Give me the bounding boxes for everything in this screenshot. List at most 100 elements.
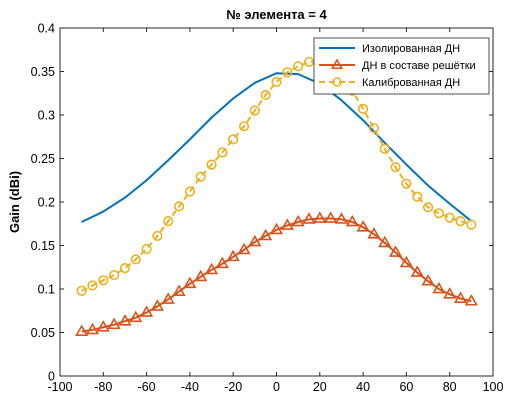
data-point bbox=[226, 249, 240, 262]
data-point bbox=[173, 201, 185, 212]
data-point bbox=[291, 214, 305, 227]
data-point bbox=[260, 89, 271, 101]
data-point bbox=[217, 147, 228, 158]
x-tick-label: 0 bbox=[273, 380, 280, 394]
series-line bbox=[81, 60, 472, 292]
legend-label: Калиброванная ДН bbox=[362, 77, 460, 89]
data-point bbox=[334, 212, 349, 224]
data-point bbox=[269, 222, 284, 235]
data-point bbox=[455, 216, 466, 227]
data-point bbox=[302, 212, 316, 224]
data-point bbox=[422, 202, 434, 213]
y-tick-label: 0.35 bbox=[31, 65, 55, 79]
data-point bbox=[388, 245, 403, 257]
data-point bbox=[282, 67, 293, 78]
data-point bbox=[358, 103, 369, 115]
legend-item: ДН в составе решётки bbox=[319, 58, 476, 72]
data-point bbox=[453, 291, 468, 303]
x-tick-label: 20 bbox=[313, 380, 327, 394]
data-point bbox=[378, 235, 392, 248]
data-point bbox=[139, 305, 154, 317]
data-point bbox=[444, 212, 455, 223]
data-point bbox=[367, 227, 381, 239]
data-point bbox=[172, 284, 186, 296]
legend-marker bbox=[332, 77, 342, 87]
x-tick-label: -20 bbox=[224, 380, 242, 394]
x-tick-label: 80 bbox=[443, 380, 457, 394]
legend-label: ДН в составе решётки bbox=[362, 60, 476, 72]
data-point bbox=[464, 294, 478, 306]
y-tick-label: 0 bbox=[48, 370, 55, 384]
data-point bbox=[206, 159, 217, 170]
data-point bbox=[163, 216, 174, 227]
axis-layer: -100 -80 -60 -40 -20 0 20 40 60 80 100 0 0.05 0.1 0.15… bbox=[31, 22, 504, 395]
x-tick-label: 100 bbox=[483, 380, 504, 394]
series-2 bbox=[75, 211, 478, 337]
data-point bbox=[248, 234, 262, 247]
data-point bbox=[87, 280, 98, 291]
data-point bbox=[399, 255, 414, 268]
data-point bbox=[75, 324, 89, 337]
data-point bbox=[119, 263, 131, 274]
data-point bbox=[183, 276, 197, 289]
x-tick-label: -80 bbox=[94, 380, 112, 394]
data-point bbox=[390, 162, 401, 173]
data-point bbox=[238, 121, 250, 132]
data-point bbox=[379, 143, 390, 155]
x-tick-label: -100 bbox=[47, 380, 72, 394]
data-point bbox=[109, 269, 120, 281]
series-line bbox=[81, 72, 472, 223]
x-tick-label: -60 bbox=[138, 380, 156, 394]
data-point bbox=[401, 178, 412, 189]
data-point bbox=[412, 191, 423, 202]
legend-marker bbox=[330, 58, 344, 69]
y-tick-label: 0.3 bbox=[38, 109, 55, 123]
x-tick-label: 40 bbox=[356, 380, 370, 394]
data-point bbox=[293, 61, 304, 72]
series-line bbox=[81, 217, 472, 333]
series-3 bbox=[76, 55, 477, 296]
data-point bbox=[249, 105, 260, 116]
data-point bbox=[141, 243, 152, 255]
y-tick-label: 0.4 bbox=[38, 22, 55, 36]
legend-item: Изолированная ДН bbox=[319, 43, 460, 55]
data-point bbox=[129, 310, 143, 323]
data-point bbox=[98, 275, 109, 286]
data-point bbox=[313, 211, 327, 223]
data-point bbox=[324, 211, 338, 223]
y-tick-label: 0.05 bbox=[31, 326, 55, 340]
data-point bbox=[259, 228, 273, 241]
y-tick-label: 0.2 bbox=[38, 196, 55, 210]
data-point bbox=[345, 214, 359, 227]
data-point bbox=[228, 134, 239, 145]
series-layer bbox=[75, 55, 478, 337]
data-point bbox=[150, 299, 165, 311]
data-point bbox=[118, 314, 132, 326]
data-point bbox=[271, 76, 282, 88]
data-point bbox=[356, 220, 370, 232]
data-point bbox=[194, 269, 208, 282]
y-tick-label: 0.15 bbox=[31, 239, 55, 253]
legend: Изолированная ДН ДН в составе решётки Кали… bbox=[313, 37, 490, 95]
data-point bbox=[280, 218, 294, 230]
data-point bbox=[76, 285, 87, 296]
y-tick-label: 0.25 bbox=[31, 152, 55, 166]
data-point bbox=[85, 322, 100, 335]
data-point bbox=[215, 256, 229, 269]
legend-item: Калиброванная ДН bbox=[319, 77, 460, 89]
data-point bbox=[432, 281, 446, 294]
data-point bbox=[152, 230, 163, 242]
data-point bbox=[303, 56, 315, 68]
x-tick-label: -40 bbox=[181, 380, 199, 394]
y-tick-label: 0.1 bbox=[38, 283, 55, 297]
chart-title: № элемента = 4 bbox=[226, 7, 327, 22]
data-point bbox=[237, 242, 251, 255]
data-point bbox=[433, 208, 444, 219]
data-point bbox=[410, 265, 424, 277]
legend-label: Изолированная ДН bbox=[362, 43, 460, 55]
data-point bbox=[466, 219, 477, 230]
series-1 bbox=[81, 72, 472, 223]
data-point bbox=[107, 317, 121, 330]
data-point bbox=[204, 262, 219, 275]
